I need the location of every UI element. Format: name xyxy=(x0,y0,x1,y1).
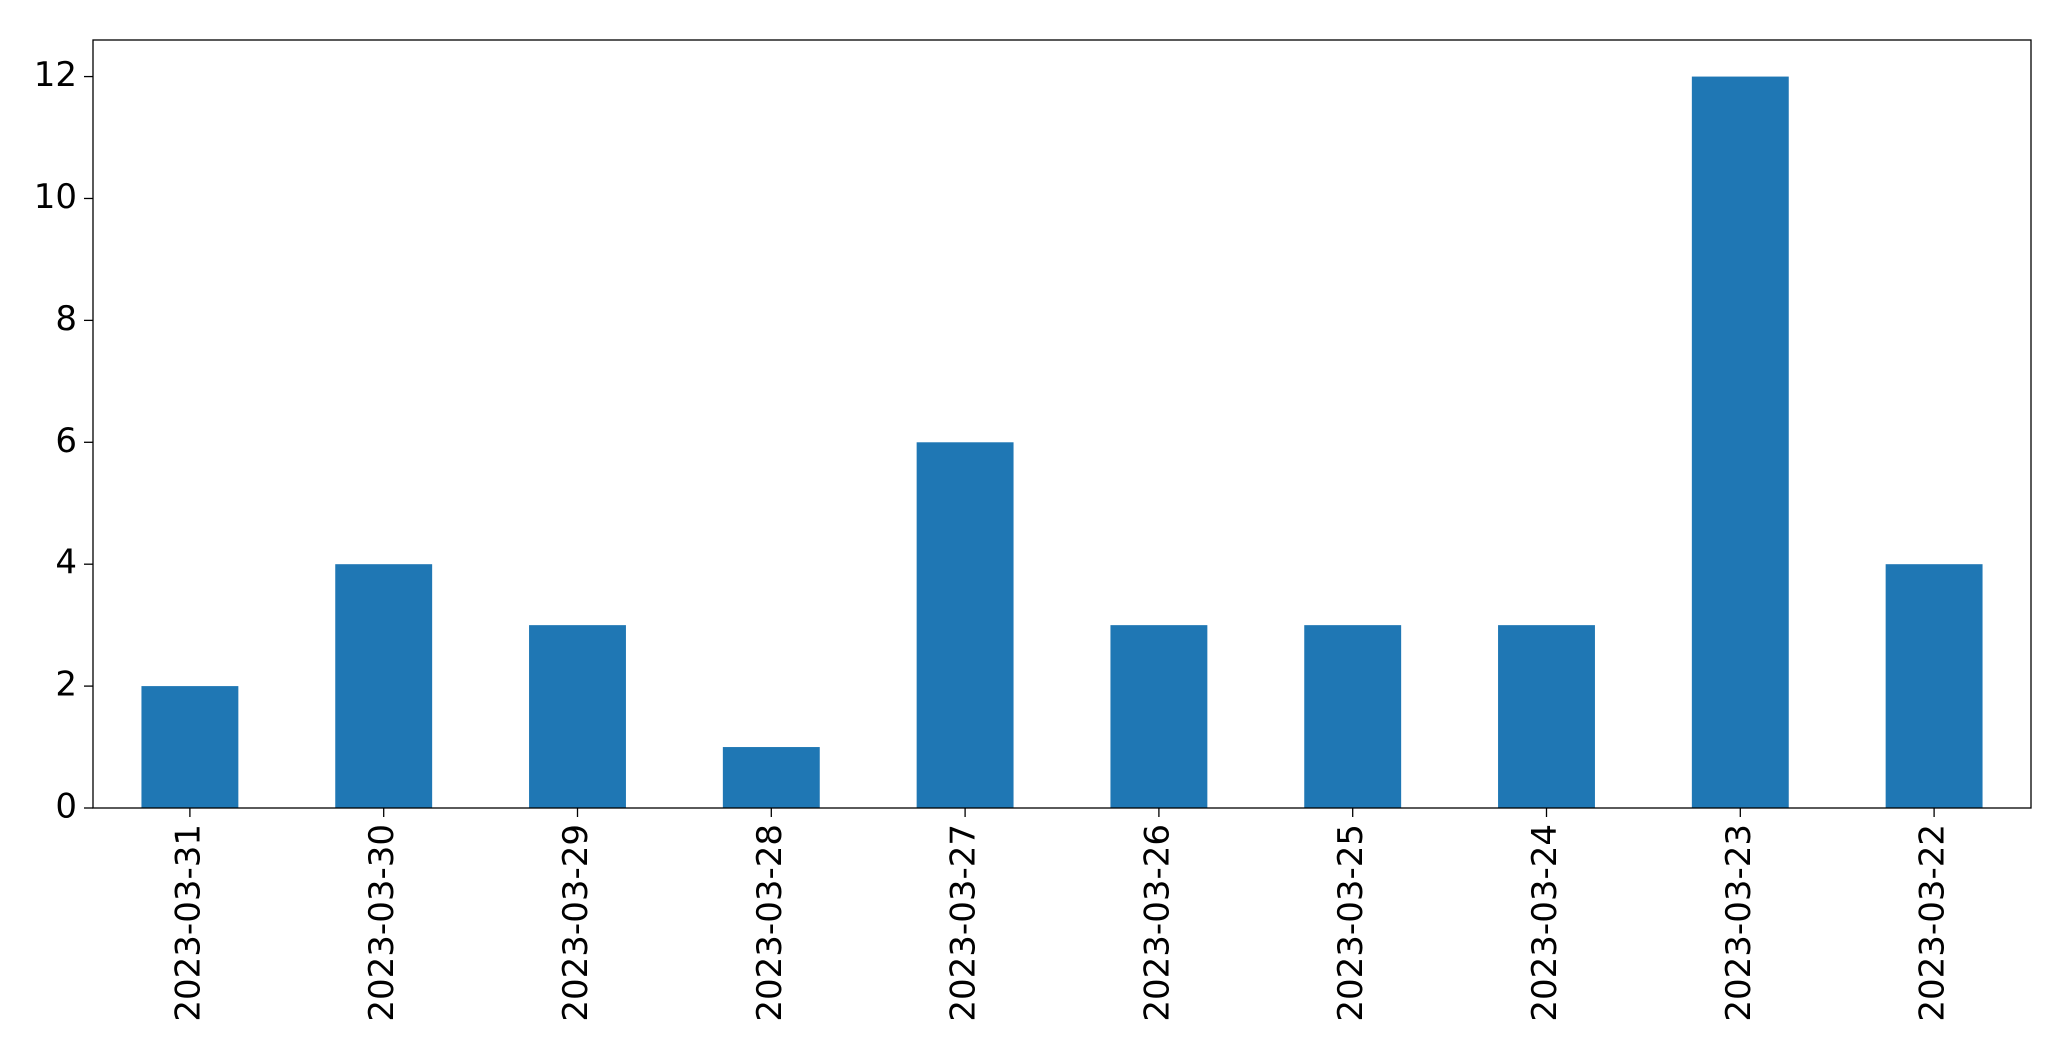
x-tick-label: 2023-03-22 xyxy=(1913,824,1953,1022)
bar xyxy=(141,686,239,808)
y-tick-label: 4 xyxy=(55,543,77,583)
plot-frame xyxy=(92,39,2032,809)
x-tick-label: 2023-03-31 xyxy=(168,824,208,1022)
x-tick-label: 2023-03-30 xyxy=(362,824,402,1022)
bar xyxy=(1304,625,1402,808)
bar xyxy=(1691,76,1789,809)
x-tick-label: 2023-03-29 xyxy=(556,824,596,1022)
bar xyxy=(1498,625,1595,808)
bar xyxy=(916,442,1014,808)
y-tick-label: 6 xyxy=(55,421,77,461)
x-tick-label: 2023-03-26 xyxy=(1137,824,1177,1022)
y-tick-label: 0 xyxy=(55,787,77,827)
y-tick-label: 8 xyxy=(55,299,77,339)
x-tick-label: 2023-03-28 xyxy=(750,824,790,1022)
x-tick-label: 2023-03-25 xyxy=(1331,824,1371,1022)
bar xyxy=(722,747,820,808)
bar xyxy=(335,564,433,808)
x-tick-label: 2023-03-27 xyxy=(944,824,984,1022)
bar xyxy=(529,625,626,808)
x-tick-label: 2023-03-23 xyxy=(1719,824,1759,1022)
x-tick-label: 2023-03-24 xyxy=(1525,824,1565,1022)
bar xyxy=(1885,564,1983,808)
y-tick-label: 2 xyxy=(55,665,77,705)
bar xyxy=(1110,625,1208,808)
y-tick-label: 12 xyxy=(34,55,77,95)
y-tick-label: 10 xyxy=(34,177,77,217)
